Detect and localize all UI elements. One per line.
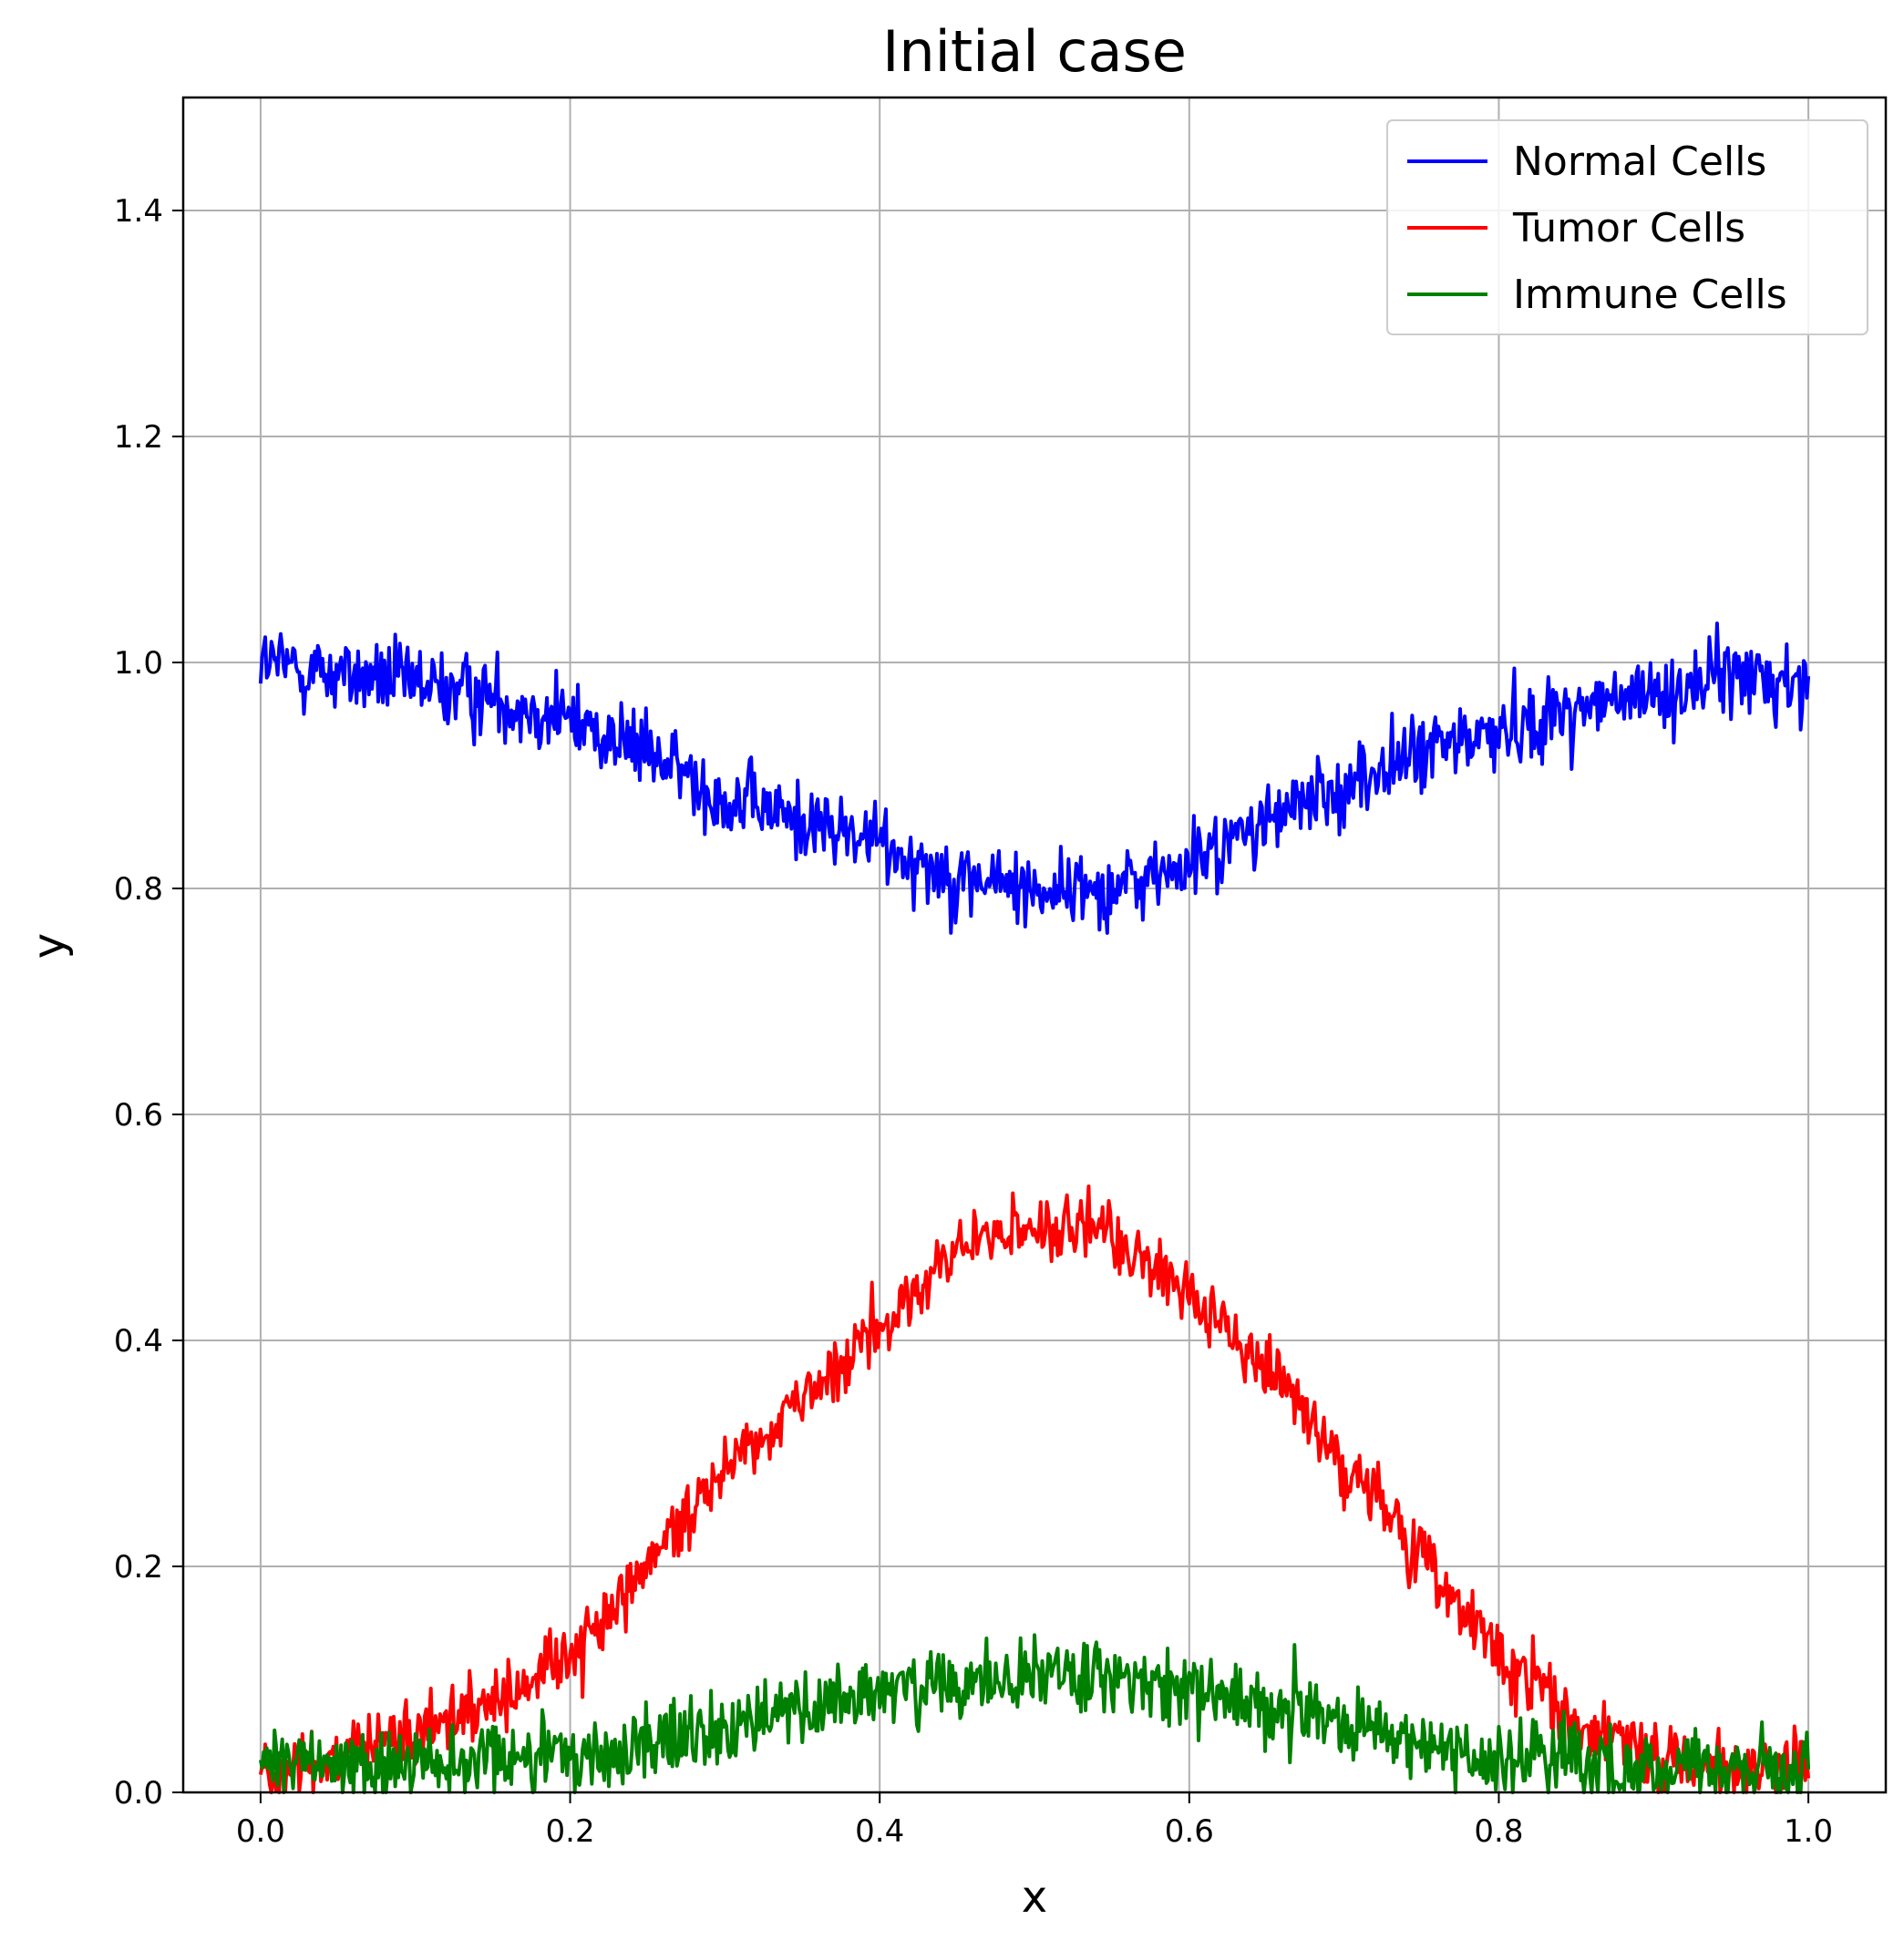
y-tick-label: 1.4	[114, 193, 163, 230]
series-line-tumor-cells	[258, 1184, 1811, 1794]
legend-label: Immune Cells	[1513, 272, 1787, 318]
series-layer	[258, 621, 1811, 1794]
y-tick-label: 0.6	[114, 1097, 163, 1134]
x-tick-label: 1.0	[1784, 1813, 1833, 1850]
ticks: 0.0 0.2 0.4 0.6 0.8 1.0 0.0 0.2 0.4 0.6 0.8 1.0 1.2 1…	[114, 193, 1833, 1850]
y-axis-label: y	[24, 933, 75, 959]
x-tick-label: 0.0	[236, 1813, 285, 1850]
legend-label: Tumor Cells	[1512, 205, 1745, 251]
x-tick-label: 0.4	[855, 1813, 904, 1850]
legend: Normal Cells Tumor Cells Immune Cells	[1386, 119, 1868, 335]
y-tick-label: 1.0	[114, 645, 163, 682]
x-tick-label: 0.2	[546, 1813, 595, 1850]
x-tick-label: 0.6	[1165, 1813, 1214, 1850]
y-tick-label: 0.0	[114, 1775, 163, 1812]
plot-frame	[181, 96, 1888, 1794]
y-tick-label: 1.2	[114, 419, 163, 456]
x-axis-label: x	[1022, 1872, 1047, 1923]
y-tick-label: 0.8	[114, 871, 163, 908]
y-tick-label: 0.2	[114, 1549, 163, 1586]
y-tick-label: 0.4	[114, 1323, 163, 1360]
legend-box	[1386, 119, 1868, 335]
chart-title: Initial case	[882, 18, 1187, 85]
series-line-normal-cells	[258, 621, 1811, 935]
legend-label: Normal Cells	[1513, 139, 1766, 185]
x-tick-label: 0.8	[1474, 1813, 1523, 1850]
series-line-immune-cells	[258, 1633, 1811, 1794]
